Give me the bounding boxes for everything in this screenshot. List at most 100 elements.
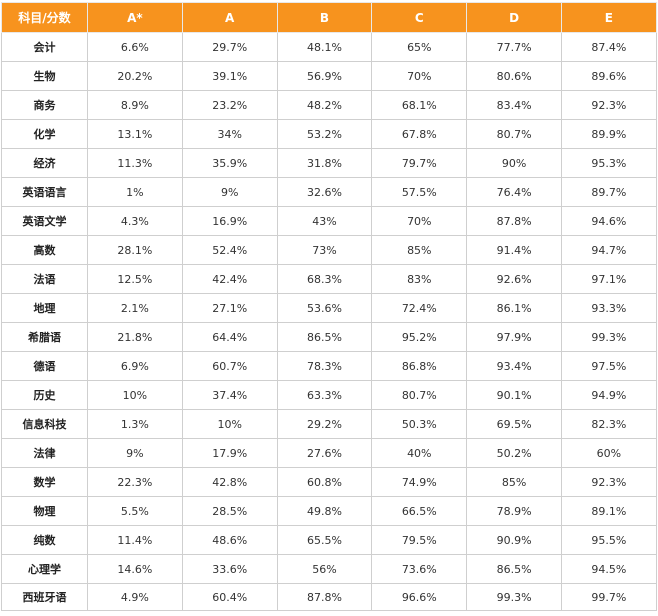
percentage-cell-b: 48.1%	[276, 32, 373, 62]
table-row: 纯数 11.4% 48.6% 65.5% 79.5% 90.9% 95.5%	[1, 525, 657, 555]
percentage-cell-e: 95.5%	[560, 525, 657, 555]
table-row: 希腊语 21.8% 64.4% 86.5% 95.2% 97.9% 99.3%	[1, 322, 657, 352]
percentage-cell-b: 53.6%	[276, 293, 373, 323]
table-row: 法语 12.5% 42.4% 68.3% 83% 92.6% 97.1%	[1, 264, 657, 294]
percentage-cell-c: 79.5%	[371, 525, 468, 555]
percentage-cell-d: 86.5%	[466, 554, 562, 584]
percentage-cell-c: 50.3%	[371, 409, 468, 439]
percentage-cell-c: 85%	[371, 235, 468, 265]
percentage-cell-a: 23.2%	[181, 90, 278, 120]
percentage-cell-b: 48.2%	[276, 90, 373, 120]
percentage-cell-e: 94.9%	[560, 380, 657, 410]
percentage-cell-a-star: 12.5%	[87, 264, 183, 294]
percentage-cell-c: 40%	[371, 438, 468, 468]
percentage-cell-c: 70%	[371, 206, 468, 236]
subject-cell: 西班牙语	[1, 583, 88, 611]
table-body: 会计 6.6% 29.7% 48.1% 65% 77.7% 87.4% 生物 20.2% 39.1…	[1, 32, 657, 611]
percentage-cell-b: 53.2%	[276, 119, 373, 149]
percentage-cell-a: 52.4%	[181, 235, 278, 265]
table-row: 心理学 14.6% 33.6% 56% 73.6% 86.5% 94.5%	[1, 554, 657, 584]
percentage-cell-d: 91.4%	[466, 235, 562, 265]
percentage-cell-a-star: 21.8%	[87, 322, 183, 352]
percentage-cell-a-star: 11.3%	[87, 148, 183, 178]
percentage-cell-e: 89.1%	[560, 496, 657, 526]
percentage-cell-c: 83%	[371, 264, 468, 294]
percentage-cell-a-star: 28.1%	[87, 235, 183, 265]
table-row: 英语文学 4.3% 16.9% 43% 70% 87.8% 94.6%	[1, 206, 657, 236]
header-grade-e: E	[560, 2, 657, 33]
percentage-cell-a-star: 14.6%	[87, 554, 183, 584]
percentage-cell-a-star: 6.6%	[87, 32, 183, 62]
percentage-cell-d: 87.8%	[466, 206, 562, 236]
header-grade-a: A	[181, 2, 278, 33]
percentage-cell-a: 27.1%	[181, 293, 278, 323]
percentage-cell-b: 60.8%	[276, 467, 373, 497]
subject-cell: 法语	[1, 264, 88, 294]
percentage-cell-d: 97.9%	[466, 322, 562, 352]
percentage-cell-a: 35.9%	[181, 148, 278, 178]
percentage-cell-e: 89.7%	[560, 177, 657, 207]
percentage-cell-a: 37.4%	[181, 380, 278, 410]
percentage-cell-e: 89.6%	[560, 61, 657, 91]
percentage-cell-d: 92.6%	[466, 264, 562, 294]
table-header-row: 科目/分数 A* A B C D E	[1, 2, 657, 33]
percentage-cell-a: 42.4%	[181, 264, 278, 294]
percentage-cell-a-star: 1.3%	[87, 409, 183, 439]
subject-cell: 数学	[1, 467, 88, 497]
percentage-cell-c: 95.2%	[371, 322, 468, 352]
percentage-cell-c: 68.1%	[371, 90, 468, 120]
percentage-cell-d: 77.7%	[466, 32, 562, 62]
percentage-cell-d: 86.1%	[466, 293, 562, 323]
percentage-cell-b: 56%	[276, 554, 373, 584]
percentage-cell-d: 78.9%	[466, 496, 562, 526]
percentage-cell-a: 60.4%	[181, 583, 278, 611]
table-row: 英语语言 1% 9% 32.6% 57.5% 76.4% 89.7%	[1, 177, 657, 207]
percentage-cell-d: 76.4%	[466, 177, 562, 207]
subject-cell: 心理学	[1, 554, 88, 584]
percentage-cell-a: 28.5%	[181, 496, 278, 526]
percentage-cell-a: 16.9%	[181, 206, 278, 236]
percentage-cell-b: 65.5%	[276, 525, 373, 555]
percentage-cell-a-star: 4.9%	[87, 583, 183, 611]
percentage-cell-e: 97.1%	[560, 264, 657, 294]
percentage-cell-c: 66.5%	[371, 496, 468, 526]
percentage-cell-c: 65%	[371, 32, 468, 62]
percentage-cell-a-star: 8.9%	[87, 90, 183, 120]
table-row: 法律 9% 17.9% 27.6% 40% 50.2% 60%	[1, 438, 657, 468]
percentage-cell-b: 56.9%	[276, 61, 373, 91]
percentage-cell-d: 69.5%	[466, 409, 562, 439]
percentage-cell-e: 95.3%	[560, 148, 657, 178]
percentage-cell-c: 72.4%	[371, 293, 468, 323]
table-row: 商务 8.9% 23.2% 48.2% 68.1% 83.4% 92.3%	[1, 90, 657, 120]
subject-cell: 经济	[1, 148, 88, 178]
percentage-cell-b: 29.2%	[276, 409, 373, 439]
table-row: 历史 10% 37.4% 63.3% 80.7% 90.1% 94.9%	[1, 380, 657, 410]
percentage-cell-a: 10%	[181, 409, 278, 439]
percentage-cell-e: 92.3%	[560, 90, 657, 120]
percentage-cell-a: 39.1%	[181, 61, 278, 91]
subject-cell: 历史	[1, 380, 88, 410]
table-row: 德语 6.9% 60.7% 78.3% 86.8% 93.4% 97.5%	[1, 351, 657, 381]
table-row: 物理 5.5% 28.5% 49.8% 66.5% 78.9% 89.1%	[1, 496, 657, 526]
subject-cell: 纯数	[1, 525, 88, 555]
percentage-cell-a: 33.6%	[181, 554, 278, 584]
table-row: 经济 11.3% 35.9% 31.8% 79.7% 90% 95.3%	[1, 148, 657, 178]
percentage-cell-d: 90.9%	[466, 525, 562, 555]
percentage-cell-e: 94.6%	[560, 206, 657, 236]
percentage-cell-a-star: 1%	[87, 177, 183, 207]
percentage-cell-e: 60%	[560, 438, 657, 468]
percentage-cell-a: 29.7%	[181, 32, 278, 62]
header-grade-c: C	[371, 2, 468, 33]
subject-cell: 法律	[1, 438, 88, 468]
percentage-cell-a-star: 20.2%	[87, 61, 183, 91]
table-row: 高数 28.1% 52.4% 73% 85% 91.4% 94.7%	[1, 235, 657, 265]
subject-cell: 德语	[1, 351, 88, 381]
percentage-cell-d: 83.4%	[466, 90, 562, 120]
subject-cell: 英语语言	[1, 177, 88, 207]
percentage-cell-b: 78.3%	[276, 351, 373, 381]
percentage-cell-b: 27.6%	[276, 438, 373, 468]
percentage-cell-e: 93.3%	[560, 293, 657, 323]
subject-cell: 会计	[1, 32, 88, 62]
